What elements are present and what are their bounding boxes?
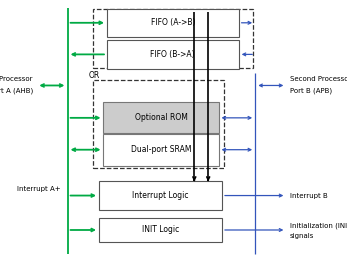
- Text: signals: signals: [290, 233, 314, 239]
- Text: FIFO (A->B): FIFO (A->B): [151, 18, 195, 27]
- FancyBboxPatch shape: [103, 133, 219, 166]
- Text: Optional ROM: Optional ROM: [135, 113, 187, 122]
- Text: Port A (AHB): Port A (AHB): [0, 87, 33, 94]
- FancyBboxPatch shape: [103, 102, 219, 133]
- Text: Interrupt Logic: Interrupt Logic: [132, 191, 189, 200]
- FancyBboxPatch shape: [107, 9, 239, 37]
- FancyBboxPatch shape: [99, 181, 222, 210]
- Text: First Processor: First Processor: [0, 76, 33, 82]
- Text: INIT Logic: INIT Logic: [142, 226, 179, 234]
- Text: OR: OR: [88, 71, 100, 80]
- Text: Port B (APB): Port B (APB): [290, 87, 332, 94]
- Text: Interrupt A+: Interrupt A+: [17, 186, 61, 192]
- Text: Interrupt B: Interrupt B: [290, 192, 328, 199]
- FancyBboxPatch shape: [107, 40, 239, 69]
- Text: FIFO (B->A): FIFO (B->A): [151, 50, 195, 59]
- Text: Initialization (INIT*): Initialization (INIT*): [290, 222, 347, 229]
- FancyBboxPatch shape: [99, 218, 222, 242]
- Text: Second Processor: Second Processor: [290, 76, 347, 82]
- Text: Dual-port SRAM: Dual-port SRAM: [131, 145, 191, 154]
